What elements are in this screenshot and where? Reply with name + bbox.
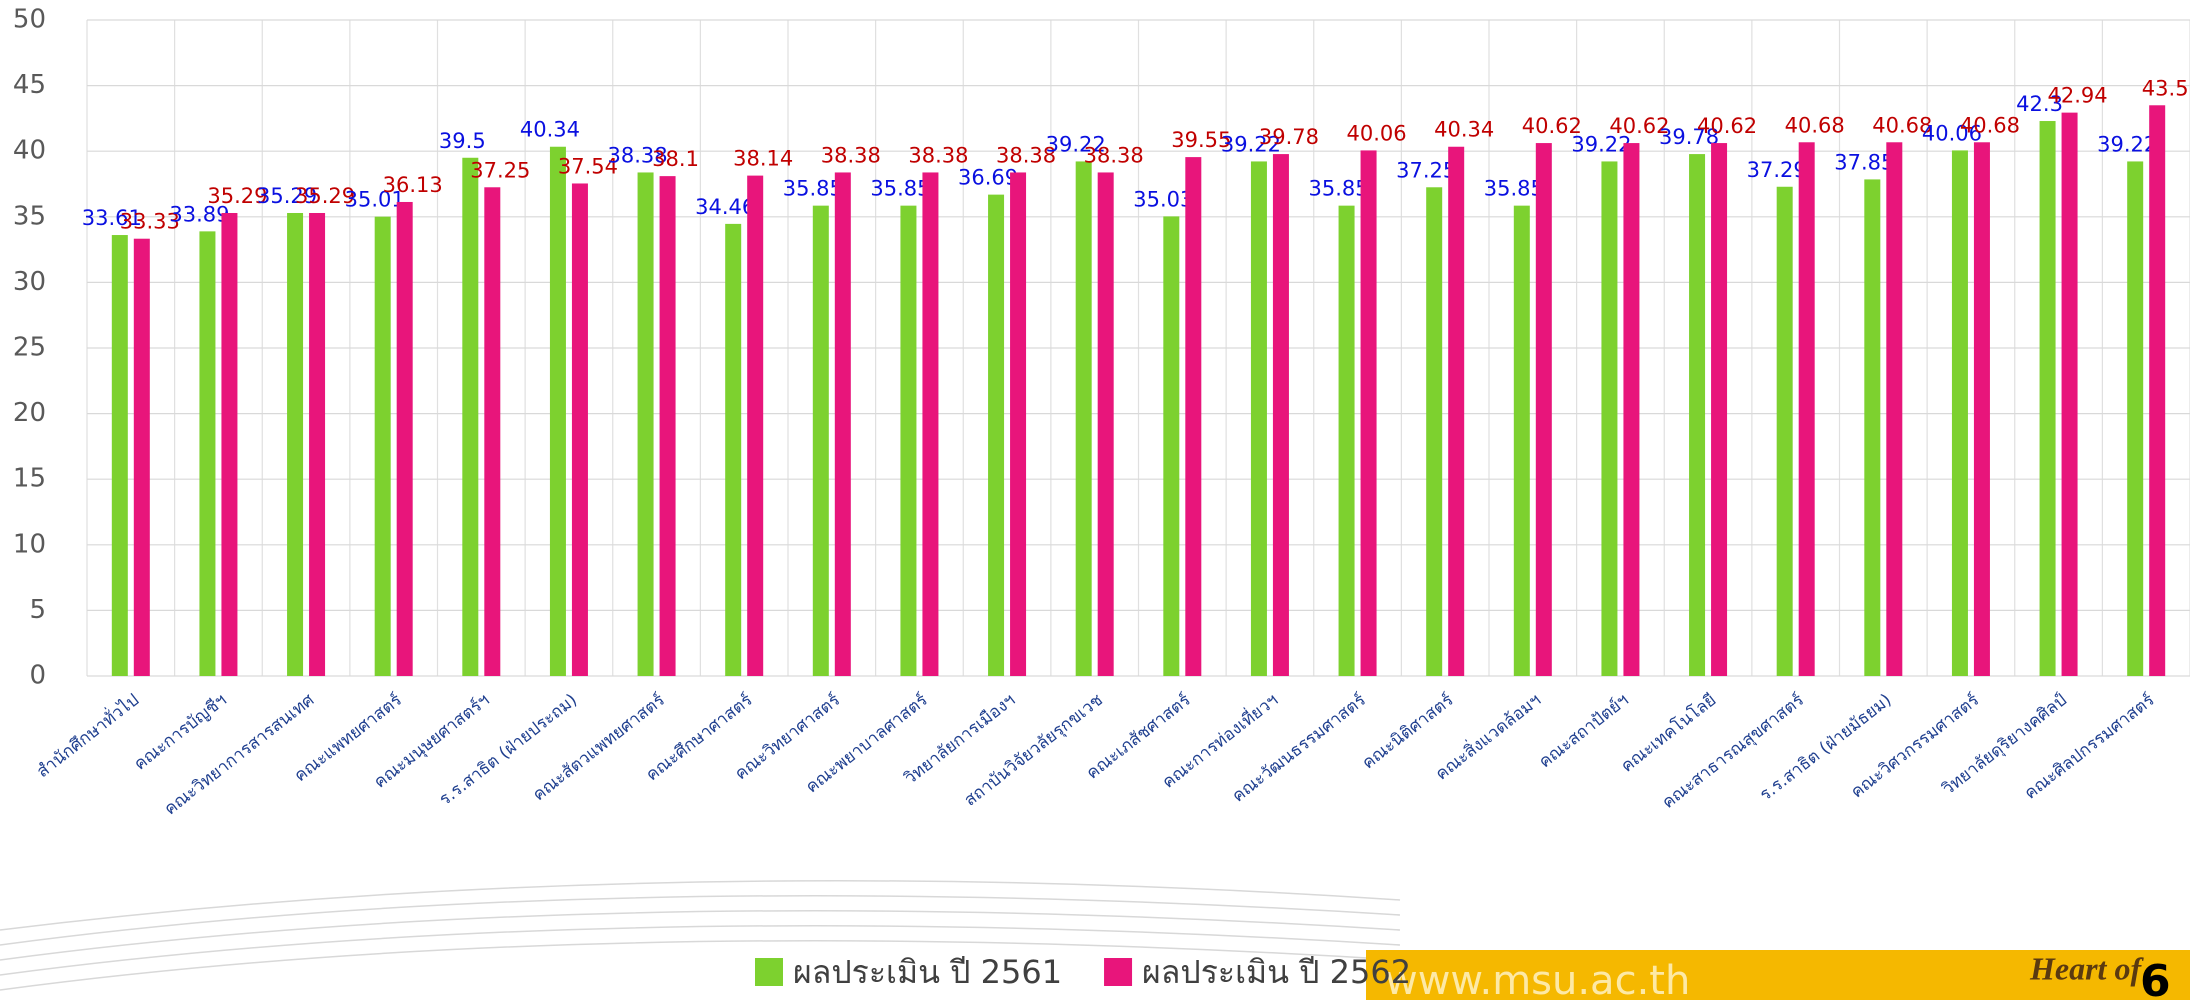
value-label: 36.13: [383, 173, 443, 197]
y-tick-label: 40: [13, 136, 46, 166]
value-label: 38.38: [1084, 143, 1144, 167]
bar: [1799, 142, 1815, 676]
value-label: 40.34: [520, 118, 580, 142]
bar: [134, 239, 150, 676]
value-label: 38.38: [908, 143, 968, 167]
page: www.msu.ac.th Heart of 6 0 5 10 15 20 25 30 35 4…: [0, 0, 2190, 1000]
bar: [2062, 113, 2078, 676]
bar: [397, 202, 413, 676]
value-label: 37.29: [1747, 158, 1807, 182]
y-tick-label: 10: [13, 529, 46, 559]
bar: [725, 224, 741, 676]
bar: [1010, 172, 1026, 676]
legend-label: ผลประเมิน ปี 2561: [793, 953, 1062, 991]
bar: [484, 187, 500, 676]
bar: [1098, 172, 1114, 676]
value-label: 35.85: [783, 177, 843, 201]
x-tick-label: คณะวิทยาการสารสนเทศ: [161, 690, 319, 819]
footer-slogan: Heart of: [2029, 950, 2144, 986]
y-tick-label: 50: [13, 5, 46, 35]
value-label: 40.34: [1434, 118, 1494, 142]
x-tick-label: สำนักศึกษาทั่วไป: [31, 688, 143, 782]
bar: [1251, 161, 1267, 676]
y-tick-label: 25: [13, 333, 46, 363]
bar: [375, 217, 391, 676]
bar: [112, 235, 128, 676]
bar: [550, 147, 566, 676]
bar: [2040, 121, 2056, 676]
bar: [1952, 150, 1968, 676]
bar: [2127, 161, 2143, 676]
value-label: 38.1: [652, 147, 699, 171]
bar: [1689, 154, 1705, 676]
value-label: 35.85: [1309, 177, 1369, 201]
value-label: 39.22: [2097, 132, 2157, 156]
y-tick-label: 0: [29, 661, 46, 691]
value-label: 40.68: [1785, 113, 1845, 137]
footer-url: www.msu.ac.th: [1385, 958, 1690, 1000]
bar: [1886, 142, 1902, 676]
bar: [1536, 143, 1552, 676]
y-tick-label: 45: [13, 70, 46, 100]
bar: [1426, 187, 1442, 676]
bar: [835, 172, 851, 676]
bar: [462, 158, 478, 676]
chart: www.msu.ac.th Heart of 6 0 5 10 15 20 25 30 35 4…: [0, 0, 2190, 1000]
value-label: 43.5: [2142, 76, 2189, 100]
bar: [287, 213, 303, 676]
value-label: 37.25: [470, 158, 530, 182]
value-label: 39.5: [439, 129, 486, 153]
bar: [813, 206, 829, 676]
x-tick-label: คณะสาธารณสุขศาสตร์: [1658, 690, 1807, 813]
value-label: 37.25: [1396, 158, 1456, 182]
bar: [1339, 206, 1355, 676]
page-number: 6: [2140, 956, 2171, 1000]
y-tick-label: 30: [13, 267, 46, 297]
value-label: 40.62: [1697, 114, 1757, 138]
bar: [1163, 216, 1179, 676]
y-tick-label: 20: [13, 398, 46, 428]
value-label: 36.69: [958, 166, 1018, 190]
value-label: 40.68: [1960, 113, 2020, 137]
legend-swatch: [1104, 958, 1132, 986]
bar: [221, 213, 237, 676]
value-label: 38.14: [733, 147, 793, 171]
bar: [2149, 105, 2165, 676]
bar: [1361, 150, 1377, 676]
bar: [988, 195, 1004, 676]
value-label: 39.78: [1259, 125, 1319, 149]
bar: [199, 231, 215, 676]
bar: [638, 172, 654, 676]
y-tick-label: 35: [13, 201, 46, 231]
bar: [572, 183, 588, 676]
bar: [922, 172, 938, 676]
value-label: 38.38: [821, 143, 881, 167]
value-label: 35.85: [1484, 177, 1544, 201]
legend-label: ผลประเมิน ปี 2562: [1142, 953, 1411, 991]
y-tick-label: 5: [29, 595, 46, 625]
bar: [1514, 206, 1530, 676]
bar: [1711, 143, 1727, 676]
value-label: 40.06: [1347, 121, 1407, 145]
bar: [660, 176, 676, 676]
bar: [1076, 161, 1092, 676]
value-label: 35.03: [1133, 187, 1193, 211]
bar: [900, 206, 916, 676]
value-label: 34.46: [695, 195, 755, 219]
y-tick-label: 15: [13, 464, 46, 494]
value-label: 37.85: [1834, 150, 1894, 174]
value-label: 35.85: [870, 177, 930, 201]
bar: [747, 176, 763, 676]
bar: [1864, 179, 1880, 676]
bar: [309, 213, 325, 676]
legend-swatch: [755, 958, 783, 986]
bar: [1601, 161, 1617, 676]
bar: [1273, 154, 1289, 676]
bar: [1448, 147, 1464, 676]
bar: [1974, 142, 1990, 676]
bar: [1185, 157, 1201, 676]
bar: [1777, 187, 1793, 676]
value-label: 42.94: [2048, 84, 2108, 108]
bar: [1623, 143, 1639, 676]
